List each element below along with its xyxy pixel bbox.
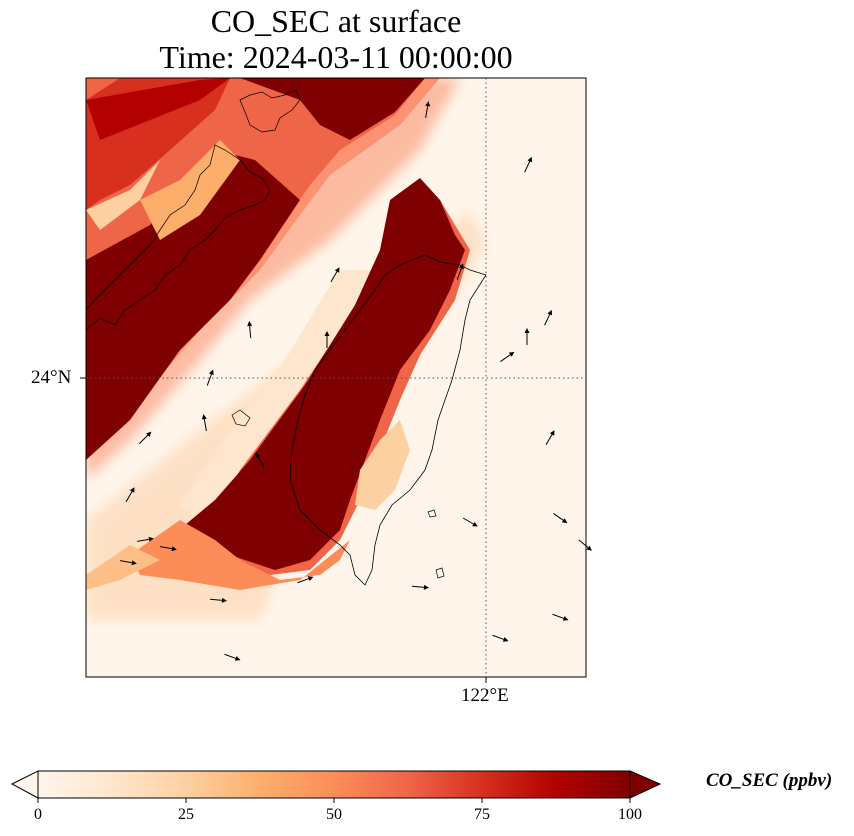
longitude-tick-label: 122°E — [461, 685, 509, 706]
arrow-icon — [206, 369, 214, 386]
colorbar-tick-label: 75 — [474, 806, 490, 823]
colorbar-label: CO_SEC (ppbv) — [706, 770, 833, 791]
arrow-icon — [425, 101, 431, 118]
arrow-icon — [500, 351, 515, 362]
colorbar-extend-high — [629, 770, 662, 799]
arrow-icon — [125, 487, 135, 503]
latitude-tick-label: 24°N — [31, 367, 72, 388]
map-panel — [80, 77, 592, 683]
colorbar-tick-label: 50 — [326, 806, 342, 823]
colorbar-tick-label: 25 — [178, 806, 194, 823]
arrow-icon — [209, 597, 227, 603]
wind-vector-layer — [120, 101, 592, 661]
taiwan-coastline — [289, 254, 487, 586]
colorbar-gradient — [37, 770, 631, 799]
arrow-icon — [578, 539, 592, 551]
mainland-coastline — [86, 144, 271, 331]
arrow-icon — [247, 321, 253, 339]
arrow-icon — [411, 584, 429, 590]
arrow-icon — [524, 328, 530, 345]
arrow-icon — [524, 156, 532, 173]
arrow-icon — [492, 634, 509, 642]
arrow-icon — [120, 560, 137, 566]
arrow-icon — [201, 414, 207, 431]
arrow-icon — [255, 452, 265, 468]
arrow-icon — [224, 653, 241, 661]
arrow-icon — [160, 546, 177, 552]
arrow-icon — [137, 536, 154, 542]
colorbar-tick-label: 0 — [34, 806, 42, 823]
island-coastline — [239, 89, 301, 133]
arrow-icon — [462, 517, 478, 527]
arrow-icon — [456, 263, 464, 280]
map-title: CO_SEC at surface — [210, 3, 462, 39]
colorbar-tick-label: 100 — [618, 806, 642, 823]
arrow-icon — [545, 430, 555, 446]
arrow-icon — [544, 309, 552, 326]
arrow-icon — [330, 267, 340, 283]
arrow-icon — [297, 576, 314, 584]
colorbar-extend-low — [10, 770, 39, 799]
concentration-field — [86, 78, 586, 677]
colorbar — [10, 770, 662, 803]
map-time-subtitle: Time: 2024-03-11 00:00:00 — [159, 39, 513, 75]
arrow-icon — [552, 613, 569, 621]
arrow-icon — [324, 331, 330, 348]
arrow-icon — [553, 513, 568, 524]
